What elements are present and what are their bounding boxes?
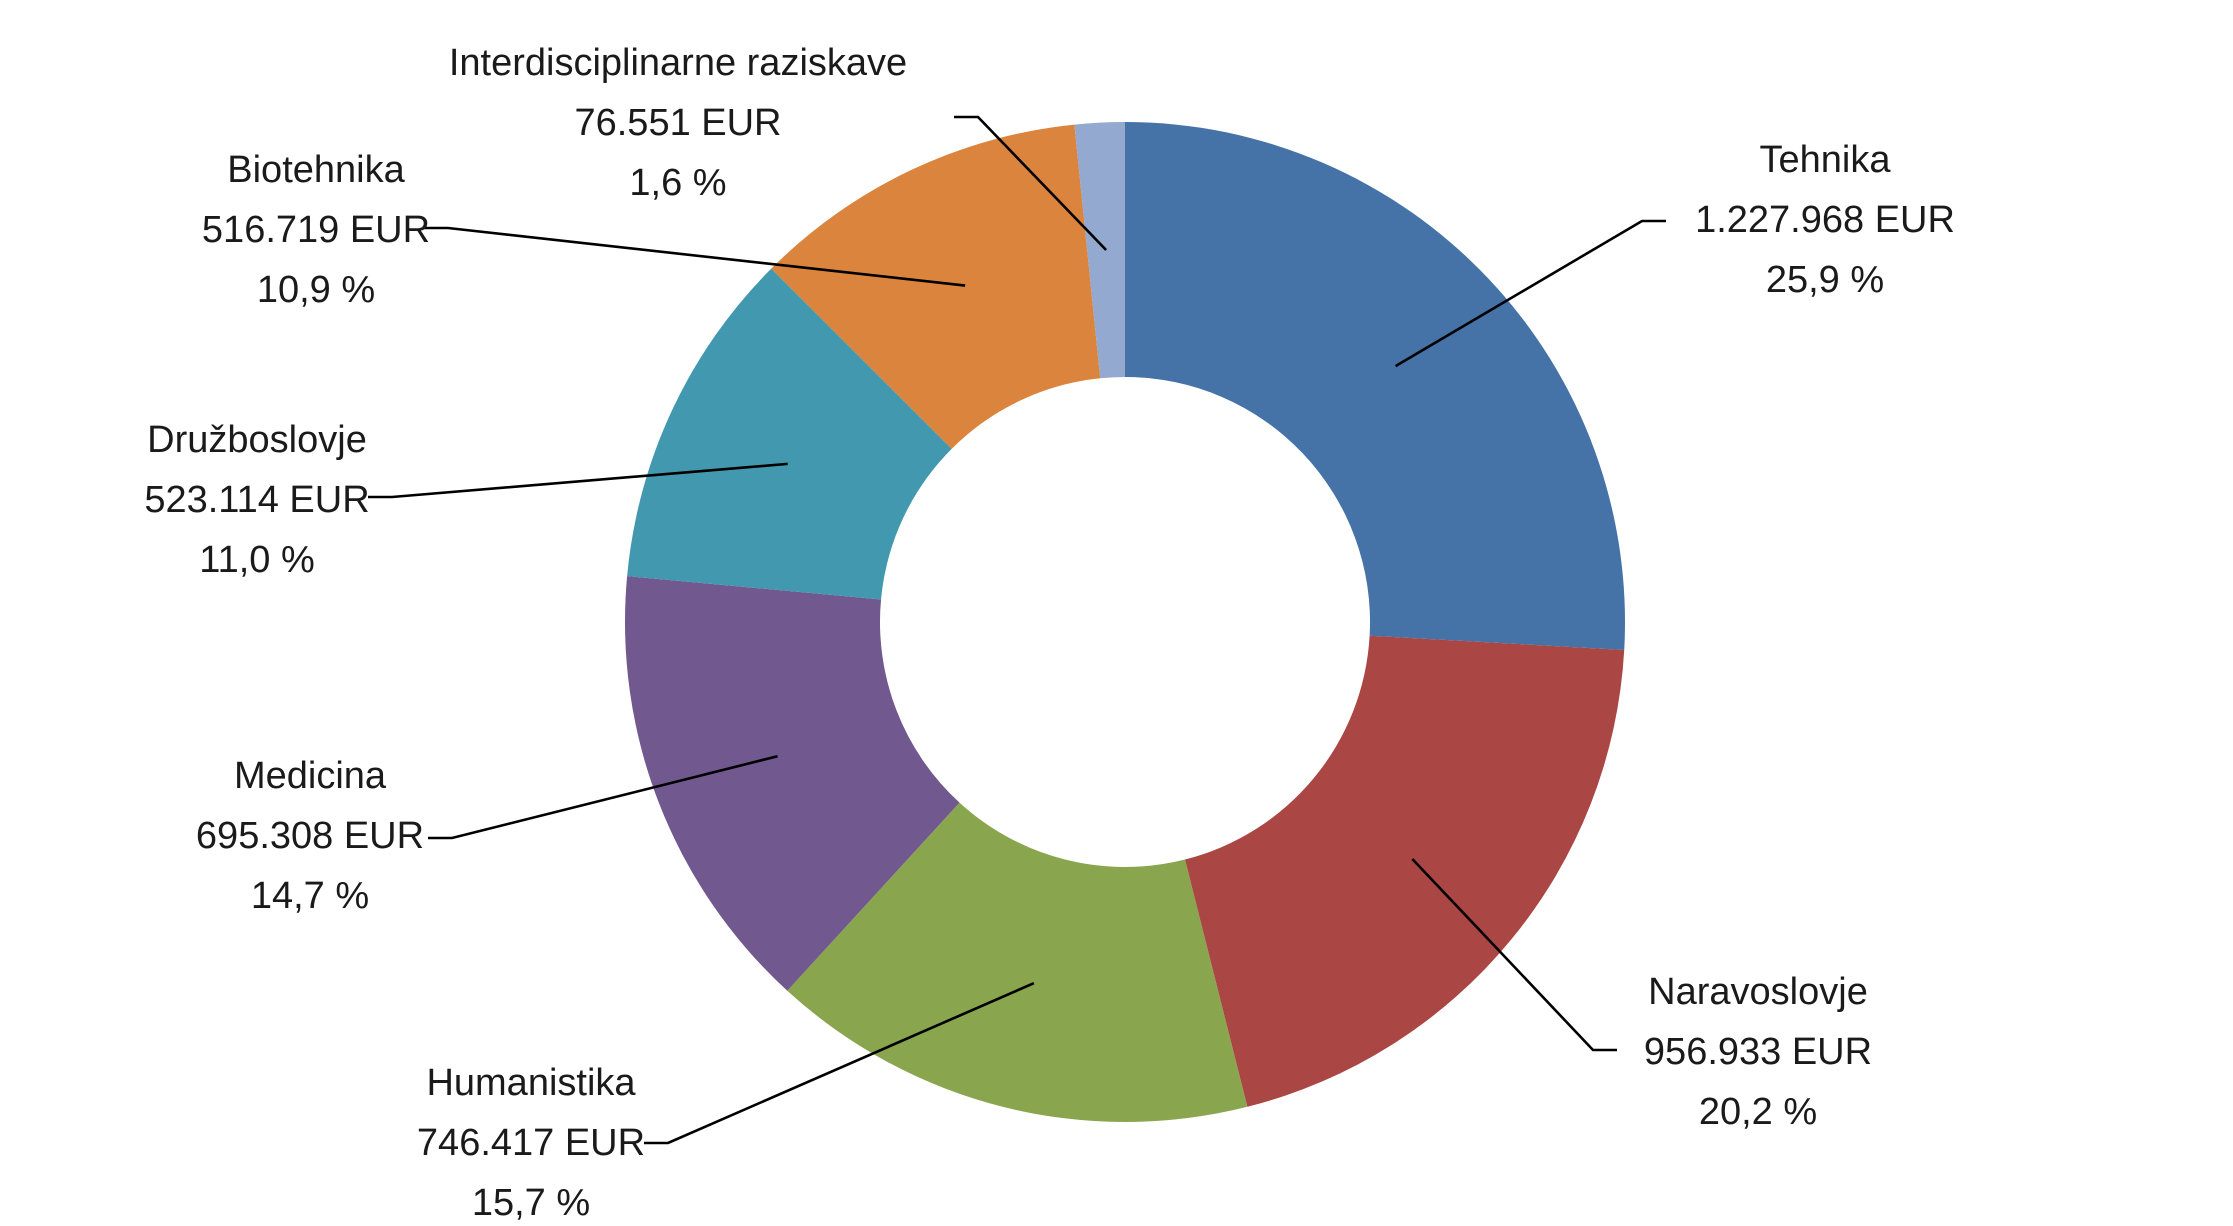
label-value-tehnika: 1.227.968 EUR — [1695, 199, 1955, 241]
leader-line-humanistika — [644, 981, 1035, 1145]
label-name-tehnika: Tehnika — [1760, 139, 1892, 181]
label-value-humanistika: 746.417 EUR — [417, 1122, 645, 1164]
leader-line-biotehnika — [424, 226, 966, 287]
label-name-humanistika: Humanistika — [426, 1062, 636, 1104]
label-percent-humanistika: 15,7 % — [472, 1182, 590, 1224]
label-name-naravoslovje: Naravoslovje — [1648, 971, 1868, 1013]
leader-line-druzboslovje — [368, 462, 788, 499]
label-name-interdisciplinarne-raziskave: Interdisciplinarne raziskave — [449, 42, 907, 84]
donut-slices — [625, 122, 1626, 1122]
label-percent-interdisciplinarne-raziskave: 1,6 % — [629, 162, 726, 204]
label-name-druzboslovje: Družboslovje — [147, 419, 367, 461]
label-value-biotehnika: 516.719 EUR — [202, 209, 430, 251]
leader-lines — [368, 115, 1666, 1145]
label-name-medicina: Medicina — [234, 755, 387, 797]
label-percent-medicina: 14,7 % — [251, 875, 369, 917]
label-value-medicina: 695.308 EUR — [196, 815, 424, 857]
slice-naravoslovje — [1184, 635, 1625, 1107]
slice-druzboslovje — [627, 268, 952, 600]
slice-interdisciplinarne-raziskave — [1074, 122, 1125, 379]
slice-medicina — [625, 576, 960, 991]
label-value-interdisciplinarne-raziskave: 76.551 EUR — [574, 102, 781, 144]
leader-line-medicina — [428, 754, 778, 840]
slice-biotehnika — [771, 124, 1101, 449]
label-value-druzboslovje: 523.114 EUR — [144, 479, 369, 521]
slice-humanistika — [787, 802, 1248, 1122]
leader-line-tehnika — [1394, 219, 1666, 368]
leader-line-interdisciplinarne-raziskave — [954, 115, 1108, 251]
label-percent-druzboslovje: 11,0 % — [199, 539, 314, 581]
slice-tehnika — [1125, 122, 1626, 650]
label-percent-tehnika: 25,9 % — [1766, 259, 1884, 301]
data-labels: Tehnika 1.227.968 EUR 25,9 % Naravoslovje 95… — [144, 42, 1955, 1224]
label-percent-biotehnika: 10,9 % — [257, 269, 375, 311]
label-name-biotehnika: Biotehnika — [227, 149, 405, 191]
label-value-naravoslovje: 956.933 EUR — [1644, 1031, 1872, 1073]
label-percent-naravoslovje: 20,2 % — [1699, 1091, 1817, 1133]
leader-line-naravoslovje — [1411, 858, 1617, 1052]
